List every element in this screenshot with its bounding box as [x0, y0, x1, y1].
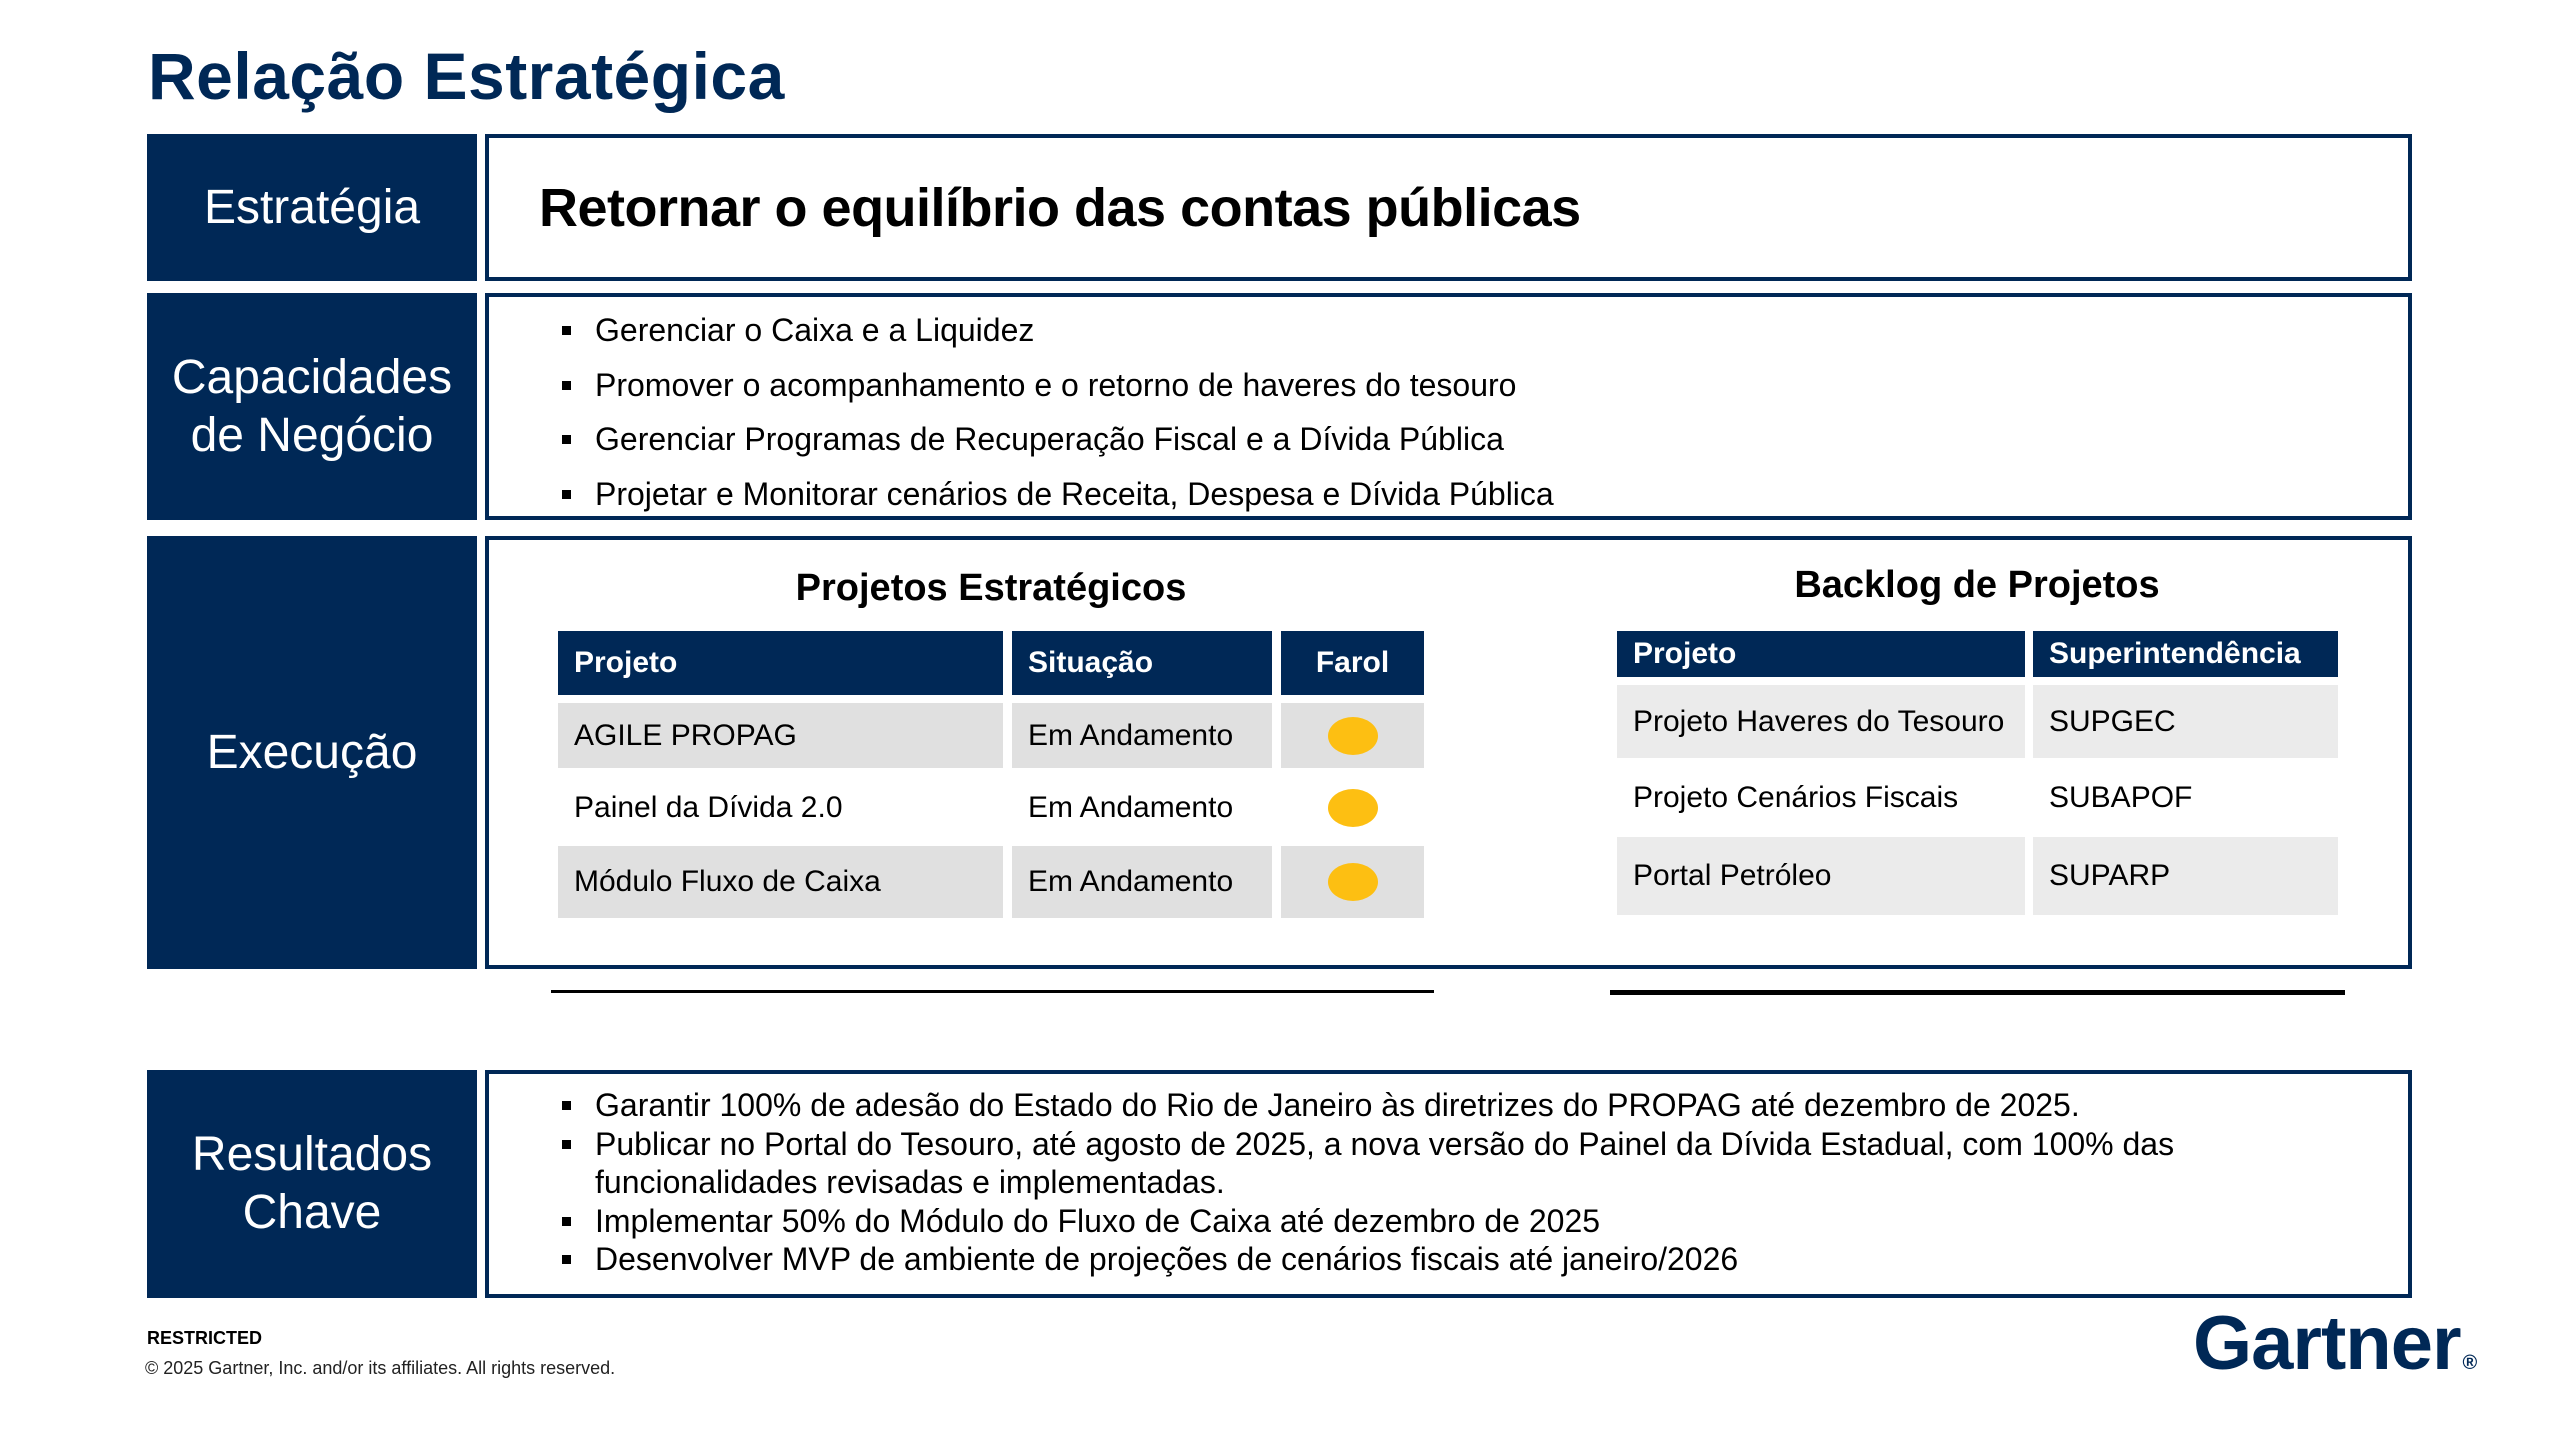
resultado-item: Publicar no Portal do Tesouro, até agost… [559, 1125, 2179, 1202]
status-yellow-dot-icon [1327, 863, 1378, 901]
table-cell-farol [1281, 846, 1424, 918]
resultado-item: Garantir 100% de adesão do Estado do Rio… [559, 1086, 2179, 1125]
capacidade-item: Promover o acompanhamento e o retorno de… [559, 358, 1554, 413]
resultados-label-line2: Chave [242, 1186, 382, 1239]
column-header-superintendencia: Superintendência [2033, 631, 2338, 677]
gartner-logo: Gartner ® [2193, 1300, 2478, 1387]
page-title: Relação Estratégica [148, 39, 785, 113]
execucao-label: Execução [147, 536, 477, 969]
capacidades-list: Gerenciar o Caixa e a Liquidez Promover … [559, 303, 1554, 521]
table-cell-superintendencia: SUPGEC [2033, 685, 2338, 758]
capacidades-label-line1: Capacidades [171, 350, 453, 404]
execucao-label-text: Execução [206, 725, 418, 779]
column-header-projeto: Projeto [558, 631, 1003, 695]
capacidades-label-line2: de Negócio [190, 408, 434, 462]
table-cell-superintendencia: SUPARP [2033, 837, 2338, 915]
table-cell-farol [1281, 703, 1424, 768]
backlog-title: Backlog de Projetos [1794, 564, 2160, 606]
capacidades-content: Gerenciar o Caixa e a Liquidez Promover … [485, 293, 2412, 520]
table-cell-projeto: Portal Petróleo [1617, 837, 2025, 915]
divider-line [551, 990, 1434, 993]
resultado-item: Implementar 50% do Módulo do Fluxo de Ca… [559, 1202, 2179, 1241]
column-header-farol: Farol [1281, 631, 1424, 695]
resultado-item: Desenvolver MVP de ambiente de projeções… [559, 1240, 2179, 1279]
table-cell-projeto: Projeto Haveres do Tesouro [1617, 685, 2025, 758]
column-header-situacao: Situação [1012, 631, 1272, 695]
projetos-estrategicos-title: Projetos Estratégicos [795, 567, 1187, 609]
estrategia-label-text: Estratégia [203, 180, 421, 234]
table-cell-projeto: Painel da Dívida 2.0 [574, 790, 843, 824]
registered-mark-icon: ® [2462, 1352, 2478, 1374]
gartner-logo-text: Gartner [2193, 1301, 2462, 1386]
resultados-content: Garantir 100% de adesão do Estado do Rio… [485, 1070, 2412, 1298]
estrategia-content: Retornar o equilíbrio das contas pública… [485, 134, 2412, 281]
strategy-statement: Retornar o equilíbrio das contas pública… [539, 177, 1581, 238]
resultados-list: Garantir 100% de adesão do Estado do Rio… [559, 1086, 2179, 1279]
divider-line [1610, 990, 2345, 995]
resultados-label: Resultados Chave [147, 1070, 477, 1298]
table-cell-situacao: Em Andamento [1012, 703, 1272, 768]
table-cell-projeto: Módulo Fluxo de Caixa [558, 846, 1003, 918]
table-cell-situacao: Em Andamento [1012, 846, 1272, 918]
table-cell-projeto: AGILE PROPAG [558, 703, 1003, 768]
capacidades-label: Capacidades de Negócio [147, 293, 477, 520]
copyright-text: © 2025 Gartner, Inc. and/or its affiliat… [145, 1358, 616, 1378]
table-cell-projeto: Projeto Cenários Fiscais [1633, 781, 1959, 814]
table-cell-situacao: Em Andamento [1028, 790, 1234, 824]
table-cell-farol [1281, 775, 1424, 840]
resultados-label-line1: Resultados [191, 1128, 433, 1181]
column-header-projeto: Projeto [1617, 631, 2025, 677]
capacidade-item: Projetar e Monitorar cenários de Receita… [559, 467, 1554, 522]
status-yellow-dot-icon [1327, 716, 1378, 755]
table-cell-superintendencia: SUBAPOF [2049, 781, 2193, 814]
status-yellow-dot-icon [1327, 788, 1378, 827]
capacidade-item: Gerenciar Programas de Recuperação Fisca… [559, 412, 1554, 467]
capacidade-item: Gerenciar o Caixa e a Liquidez [559, 303, 1554, 358]
restricted-label: RESTRICTED [147, 1328, 263, 1348]
estrategia-label: Estratégia [147, 134, 477, 281]
